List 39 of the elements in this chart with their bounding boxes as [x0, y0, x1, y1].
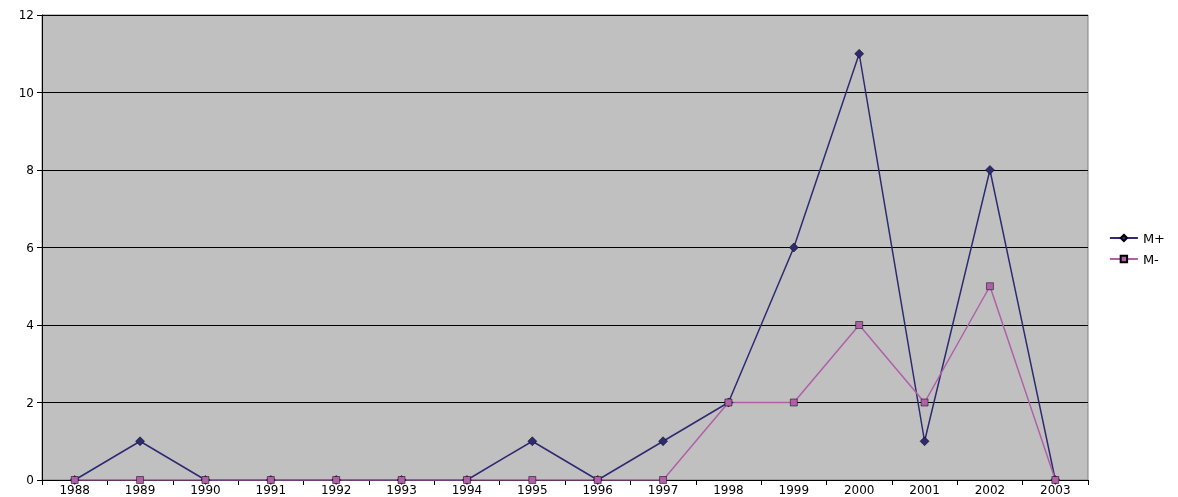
- point: [855, 321, 863, 329]
- x-tick-label: 2003: [1040, 483, 1071, 497]
- point: [135, 436, 145, 446]
- point: [986, 282, 994, 290]
- point: [136, 476, 144, 484]
- x-tick-label: 1996: [582, 483, 613, 497]
- y-tick-label: 2: [26, 395, 34, 410]
- y-tick-label: 6: [26, 240, 34, 255]
- x-tick-label: 1991: [255, 483, 287, 497]
- x-tick-label: 2000: [843, 483, 875, 497]
- x-tick-label: 1989: [124, 483, 156, 497]
- point: [659, 476, 667, 484]
- x-tick-label: 1993: [386, 483, 417, 497]
- point: [527, 436, 538, 446]
- y-tick-label: 10: [18, 85, 34, 100]
- x-tick-label: 1999: [778, 483, 810, 497]
- point: [920, 398, 929, 407]
- y-tick-label: 8: [26, 163, 34, 177]
- point: [789, 242, 799, 253]
- x-tick-label: 1988: [59, 483, 90, 497]
- x-tick-label: 1992: [320, 483, 352, 497]
- x-tick-label: 1997: [647, 483, 679, 497]
- x-tick-label: 2002: [974, 483, 1006, 497]
- x-tick-label: 1995: [517, 483, 548, 497]
- point: [985, 165, 995, 175]
- y-tick-label: 0: [26, 473, 34, 487]
- point: [919, 436, 930, 446]
- y-tick-label: 4: [26, 318, 34, 332]
- y-tick-label: 12: [18, 8, 34, 22]
- point: [528, 476, 537, 484]
- x-tick-label: 1990: [190, 483, 221, 497]
- point: [854, 49, 864, 59]
- x-tick-label: 1998: [713, 483, 744, 497]
- x-tick-label: 2001: [909, 483, 940, 497]
- x-tick-label: 1994: [451, 483, 483, 497]
- point: [658, 436, 668, 446]
- legend-label: M+: [1142, 230, 1165, 246]
- point: [790, 398, 798, 407]
- legend-label: M-: [1142, 251, 1160, 267]
